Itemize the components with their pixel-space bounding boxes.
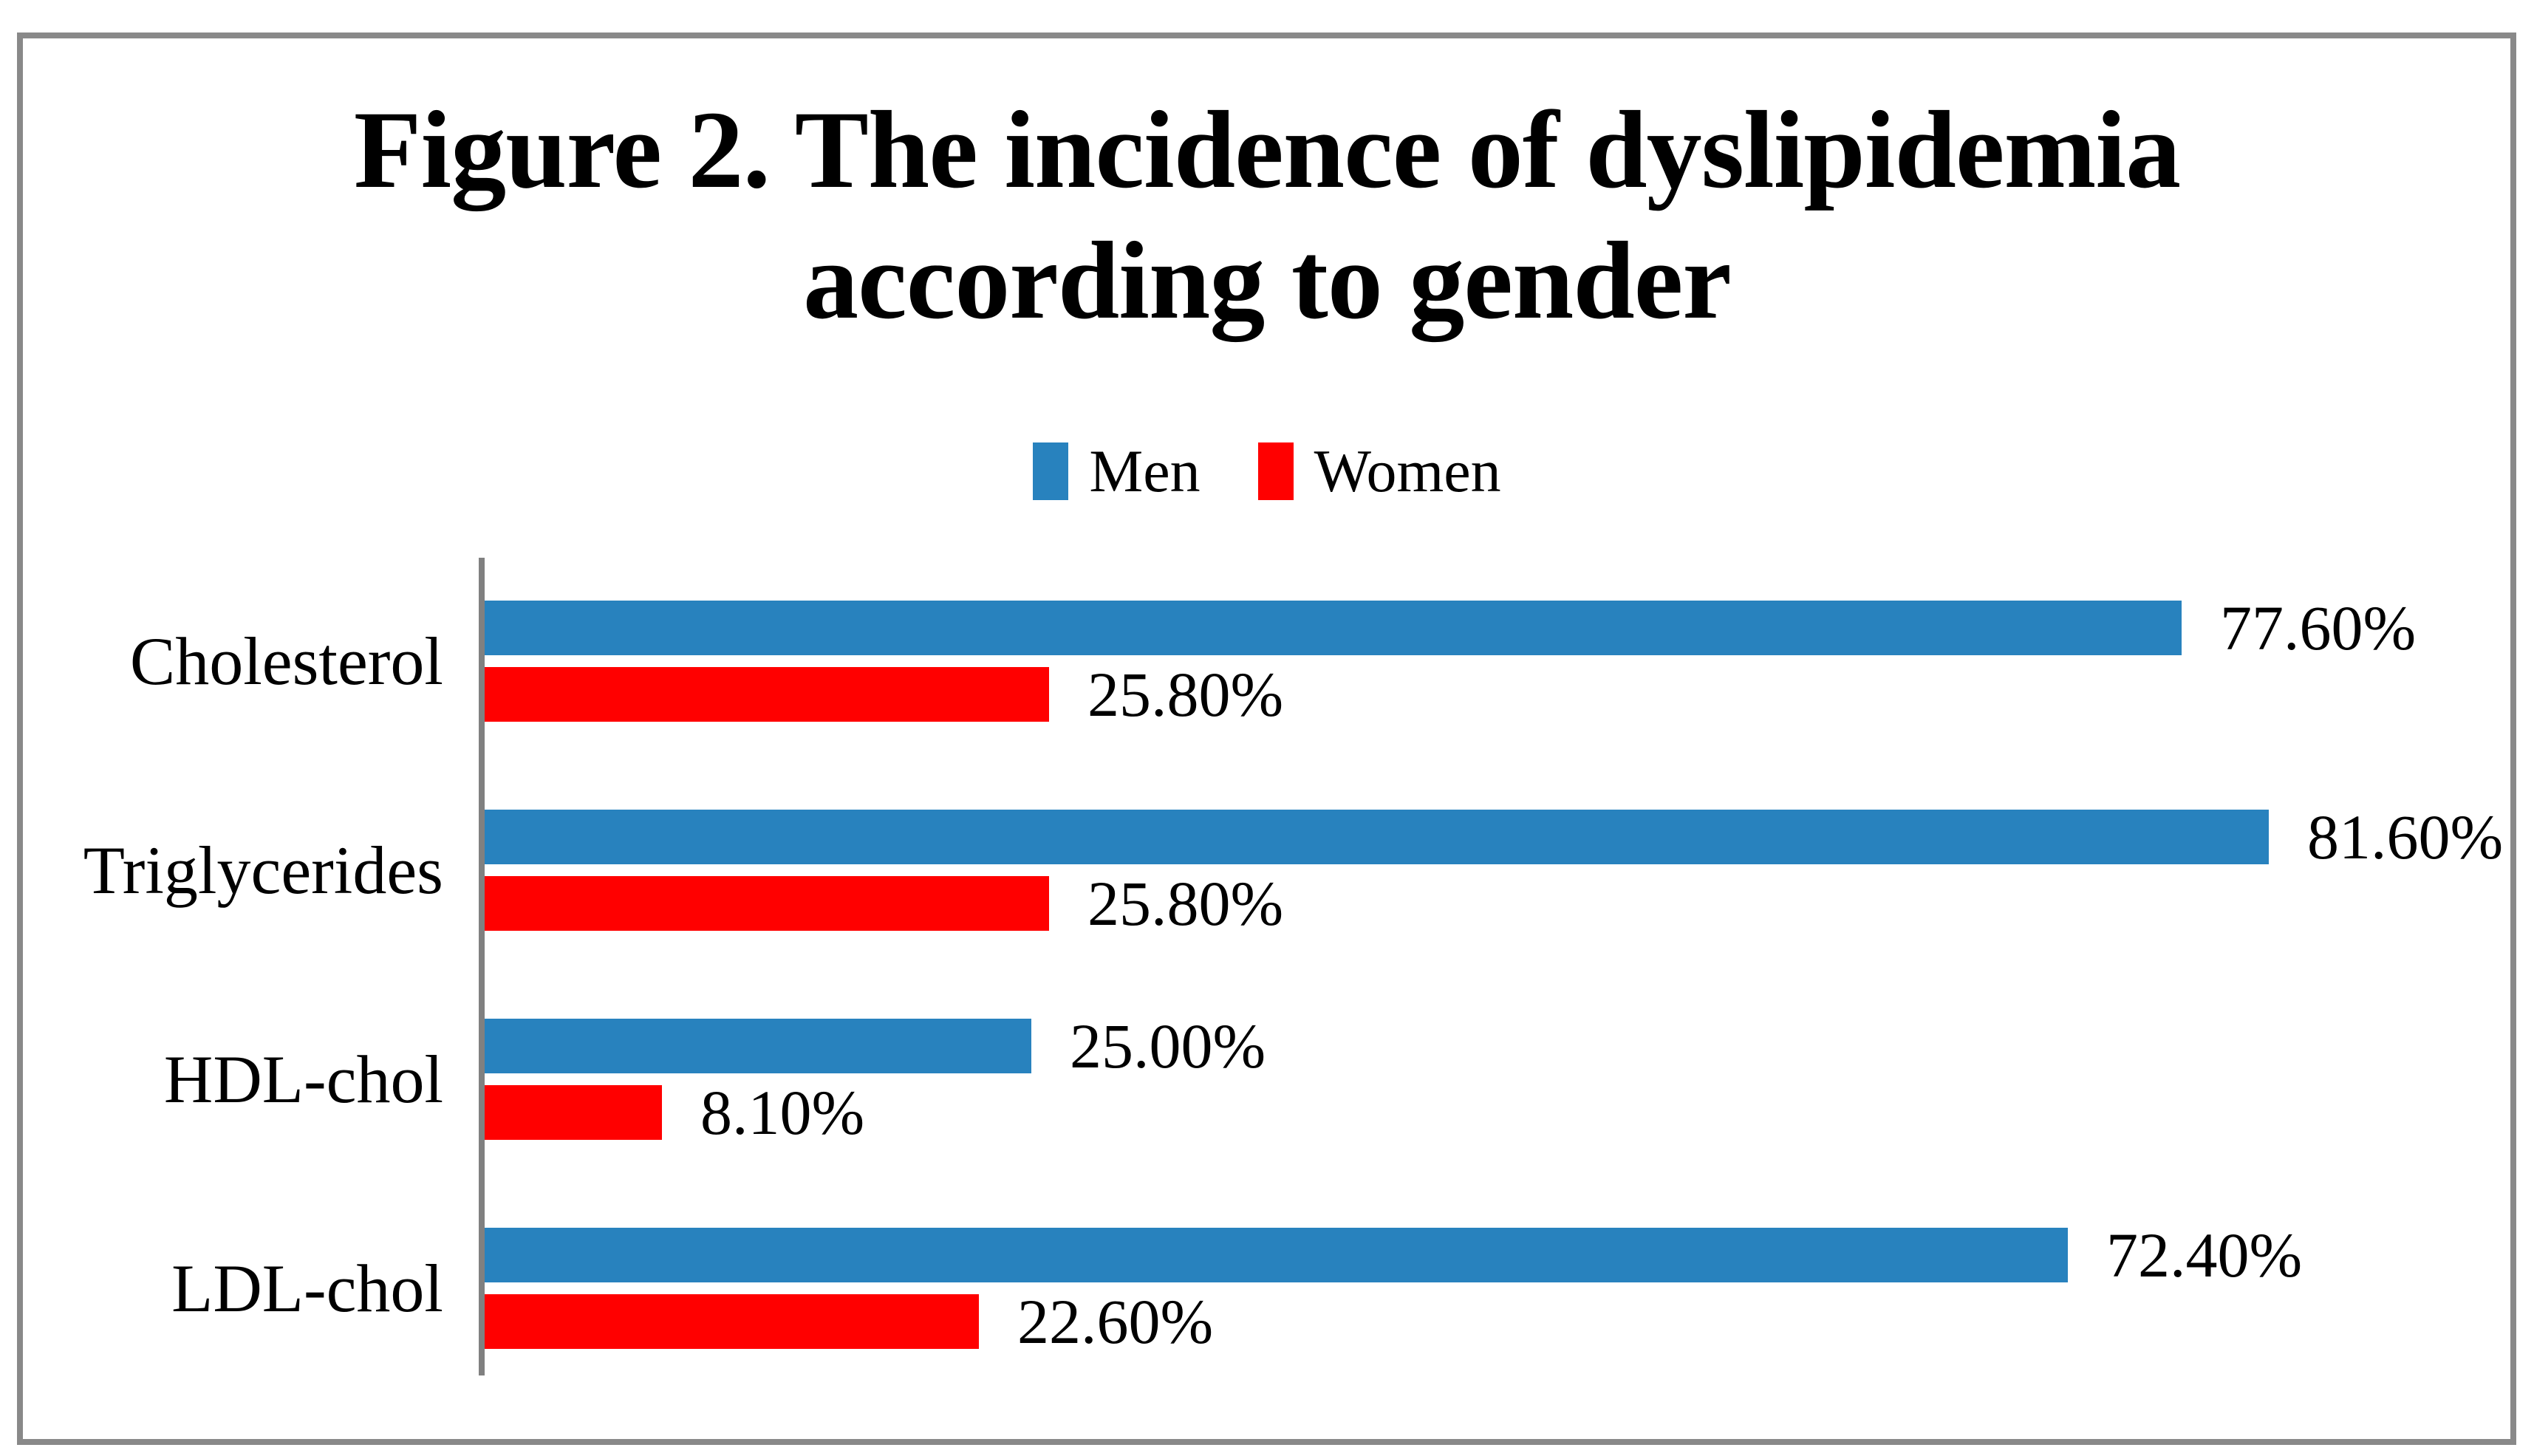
women-series-swatch-icon — [1257, 442, 1294, 500]
bar-women-ldl-chol — [485, 1294, 979, 1349]
chart-title: Figure 2. The incidence of dyslipidemia … — [0, 85, 2534, 346]
category-label-cholesterol: Cholesterol — [129, 623, 443, 699]
bar-men-hdl-chol — [485, 1019, 1031, 1073]
bar-men-triglycerides — [485, 810, 2269, 864]
value-label-women-cholesterol: 25.80% — [1087, 659, 1284, 730]
bar-men-ldl-chol — [485, 1228, 2068, 1282]
category-axis-labels: Cholesterol Triglycerides HDL-chol LDL-chol — [0, 558, 443, 1375]
bar-women-cholesterol — [485, 667, 1049, 722]
legend-label-men: Men — [1089, 437, 1201, 505]
plot-area: 77.60% 25.80% 81.60% 25.80% 25.00% 8.10% 72.40… — [479, 558, 2503, 1375]
legend-label-women: Women — [1314, 437, 1501, 505]
category-label-hdl-chol: HDL-chol — [163, 1042, 443, 1117]
category-label-triglycerides: Triglycerides — [83, 833, 443, 908]
bar-women-triglycerides — [485, 876, 1049, 931]
value-label-men-hdl-chol: 25.00% — [1070, 1011, 1266, 1081]
chart-title-line-2: according to gender — [803, 219, 1732, 342]
legend-item-men: Men — [1033, 437, 1201, 505]
vertical-axis-line — [479, 558, 485, 1375]
value-label-men-triglycerides: 81.60% — [2307, 802, 2504, 872]
bar-women-hdl-chol — [485, 1085, 662, 1140]
men-series-swatch-icon — [1033, 442, 1069, 500]
value-label-men-cholesterol: 77.60% — [2220, 592, 2417, 663]
value-label-men-ldl-chol: 72.40% — [2106, 1220, 2303, 1291]
chart-frame — [17, 33, 2516, 1445]
legend: Men Women — [0, 428, 2534, 513]
bar-men-cholesterol — [485, 601, 2182, 655]
legend-item-women: Women — [1257, 437, 1501, 505]
value-label-women-triglycerides: 25.80% — [1087, 868, 1284, 939]
value-label-women-ldl-chol: 22.60% — [1017, 1286, 1214, 1357]
category-label-ldl-chol: LDL-chol — [171, 1251, 443, 1326]
chart-title-line-1: Figure 2. The incidence of dyslipidemia — [353, 89, 2181, 211]
value-label-women-hdl-chol: 8.10% — [700, 1077, 865, 1148]
